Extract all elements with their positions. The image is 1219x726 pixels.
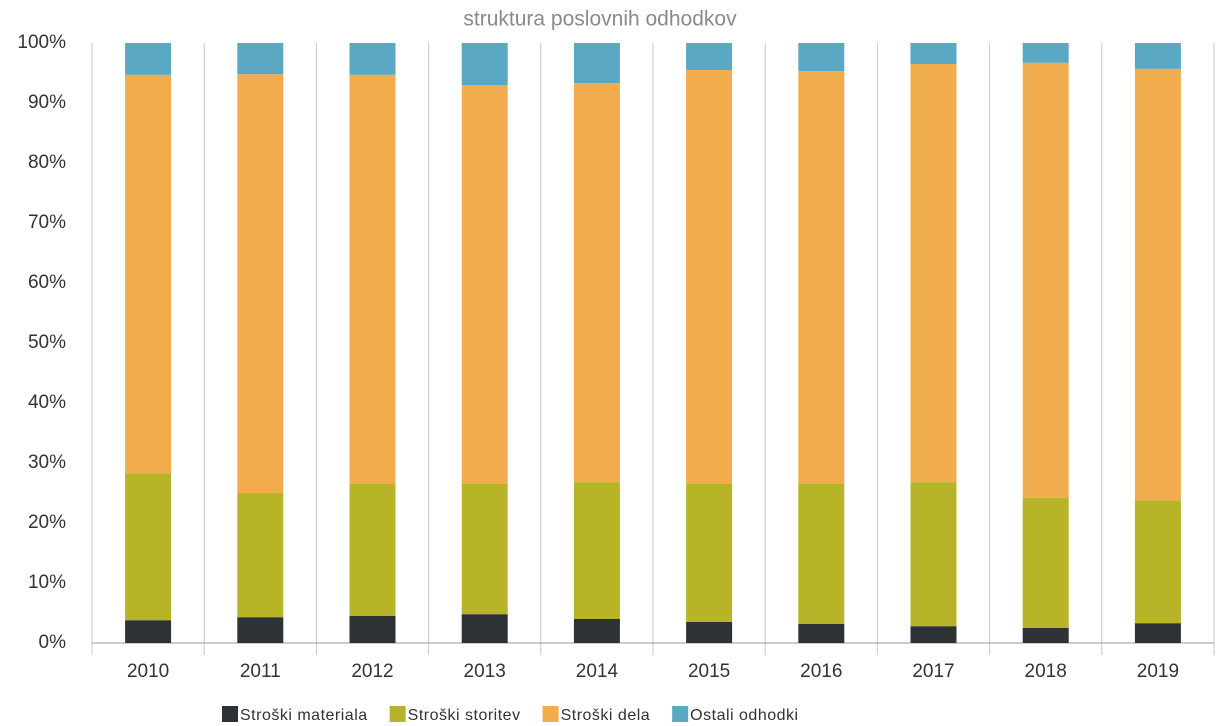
bar-segment: [910, 482, 957, 627]
bar-segment: [1134, 43, 1181, 69]
bar-segment: [686, 70, 733, 484]
bar-segment: [461, 43, 508, 85]
bar-segment: [798, 43, 845, 72]
bar-segment: [910, 43, 957, 64]
bar-segment: [686, 622, 733, 643]
bar-segment: [1022, 497, 1069, 628]
bar-segment: [798, 71, 845, 484]
legend-swatch: [389, 706, 406, 722]
y-tick-label: 40%: [28, 392, 66, 413]
bar-segment: [798, 623, 845, 643]
bar-segment: [1134, 68, 1181, 501]
legend-label: Stroški storitev: [408, 707, 521, 724]
y-tick-label: 80%: [28, 152, 66, 173]
y-tick-label: 50%: [28, 332, 66, 353]
bar-segment: [686, 484, 733, 622]
bar-segment: [349, 74, 396, 485]
bar-segment: [461, 85, 508, 484]
bar-segment: [349, 484, 396, 616]
bar-segment: [573, 83, 620, 483]
bar-segment: [461, 484, 508, 615]
x-tick-label: 2016: [800, 661, 842, 682]
bar-segment: [1134, 623, 1181, 643]
bar-segment: [237, 617, 284, 643]
x-tick-label: 2010: [127, 661, 169, 682]
bar-segment: [1022, 628, 1069, 643]
y-tick-label: 20%: [28, 512, 66, 533]
x-tick-label: 2011: [240, 661, 281, 682]
bar-segment: [910, 64, 957, 483]
bar-segment: [573, 43, 620, 84]
legend-swatch: [672, 706, 689, 722]
x-tick-label: 2013: [464, 661, 506, 682]
x-tick-label: 2017: [912, 661, 954, 682]
bar-segment: [1022, 62, 1069, 498]
legend-label: Stroški dela: [561, 707, 651, 724]
y-tick-label: 70%: [28, 212, 66, 233]
bar-segment: [125, 43, 172, 75]
bar-segment: [573, 619, 620, 643]
bar-segment: [910, 626, 957, 643]
bar-segment: [686, 43, 733, 70]
bar-segment: [349, 616, 396, 643]
x-tick-label: 2014: [576, 661, 619, 682]
bar-segment: [125, 74, 172, 474]
chart-title: struktura poslovnih odhodkov: [463, 8, 737, 31]
bar-segment: [237, 74, 284, 493]
bar-segment: [573, 482, 620, 619]
bar-segment: [237, 493, 284, 618]
legend-label: Stroški materiala: [240, 707, 368, 724]
x-tick-label: 2018: [1025, 661, 1067, 682]
x-tick-label: 2019: [1137, 661, 1179, 682]
x-tick-label: 2012: [351, 661, 393, 682]
y-tick-label: 0%: [39, 632, 67, 653]
bar-segment: [125, 473, 172, 621]
y-tick-label: 100%: [17, 32, 66, 53]
bar-segment: [461, 614, 508, 643]
y-tick-label: 60%: [28, 272, 66, 293]
x-tick-label: 2015: [688, 661, 730, 682]
legend-label: Ostali odhodki: [690, 707, 798, 724]
y-tick-label: 30%: [28, 452, 66, 473]
y-tick-label: 90%: [28, 92, 66, 113]
bar-segment: [125, 620, 172, 643]
bar-segment: [237, 43, 284, 75]
bar-segment: [1134, 500, 1181, 624]
bar-segment: [1022, 43, 1069, 63]
y-tick-label: 10%: [28, 572, 66, 593]
legend-swatch: [222, 706, 238, 722]
bar-segment: [798, 484, 845, 624]
bar-segment: [349, 43, 396, 75]
legend-swatch: [542, 706, 559, 722]
